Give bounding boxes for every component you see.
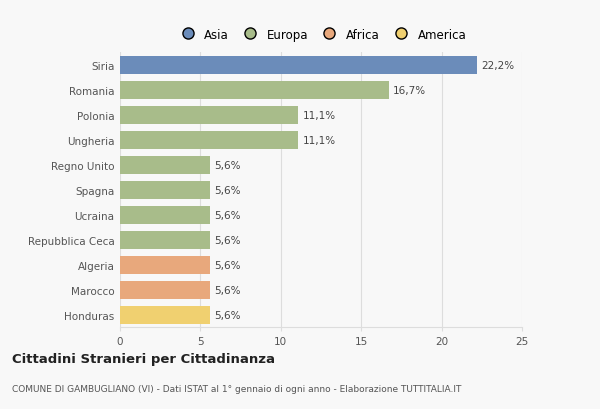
Bar <box>120 181 210 199</box>
Bar <box>120 231 210 249</box>
Bar <box>120 131 298 149</box>
Bar <box>120 81 389 99</box>
Bar <box>120 57 477 74</box>
Text: 11,1%: 11,1% <box>302 110 335 120</box>
Text: 5,6%: 5,6% <box>214 285 241 295</box>
Legend: Asia, Europa, Africa, America: Asia, Europa, Africa, America <box>173 26 469 44</box>
Text: Cittadini Stranieri per Cittadinanza: Cittadini Stranieri per Cittadinanza <box>12 352 275 365</box>
Bar <box>120 206 210 224</box>
Text: 5,6%: 5,6% <box>214 160 241 170</box>
Text: 5,6%: 5,6% <box>214 310 241 320</box>
Bar <box>120 256 210 274</box>
Bar <box>120 156 210 174</box>
Text: 5,6%: 5,6% <box>214 260 241 270</box>
Text: 11,1%: 11,1% <box>302 135 335 145</box>
Text: 5,6%: 5,6% <box>214 235 241 245</box>
Text: 22,2%: 22,2% <box>481 61 514 71</box>
Text: 5,6%: 5,6% <box>214 210 241 220</box>
Bar <box>120 281 210 299</box>
Text: 5,6%: 5,6% <box>214 185 241 195</box>
Bar <box>120 106 298 124</box>
Bar <box>120 306 210 324</box>
Text: COMUNE DI GAMBUGLIANO (VI) - Dati ISTAT al 1° gennaio di ogni anno - Elaborazion: COMUNE DI GAMBUGLIANO (VI) - Dati ISTAT … <box>12 384 461 393</box>
Text: 16,7%: 16,7% <box>392 85 425 96</box>
